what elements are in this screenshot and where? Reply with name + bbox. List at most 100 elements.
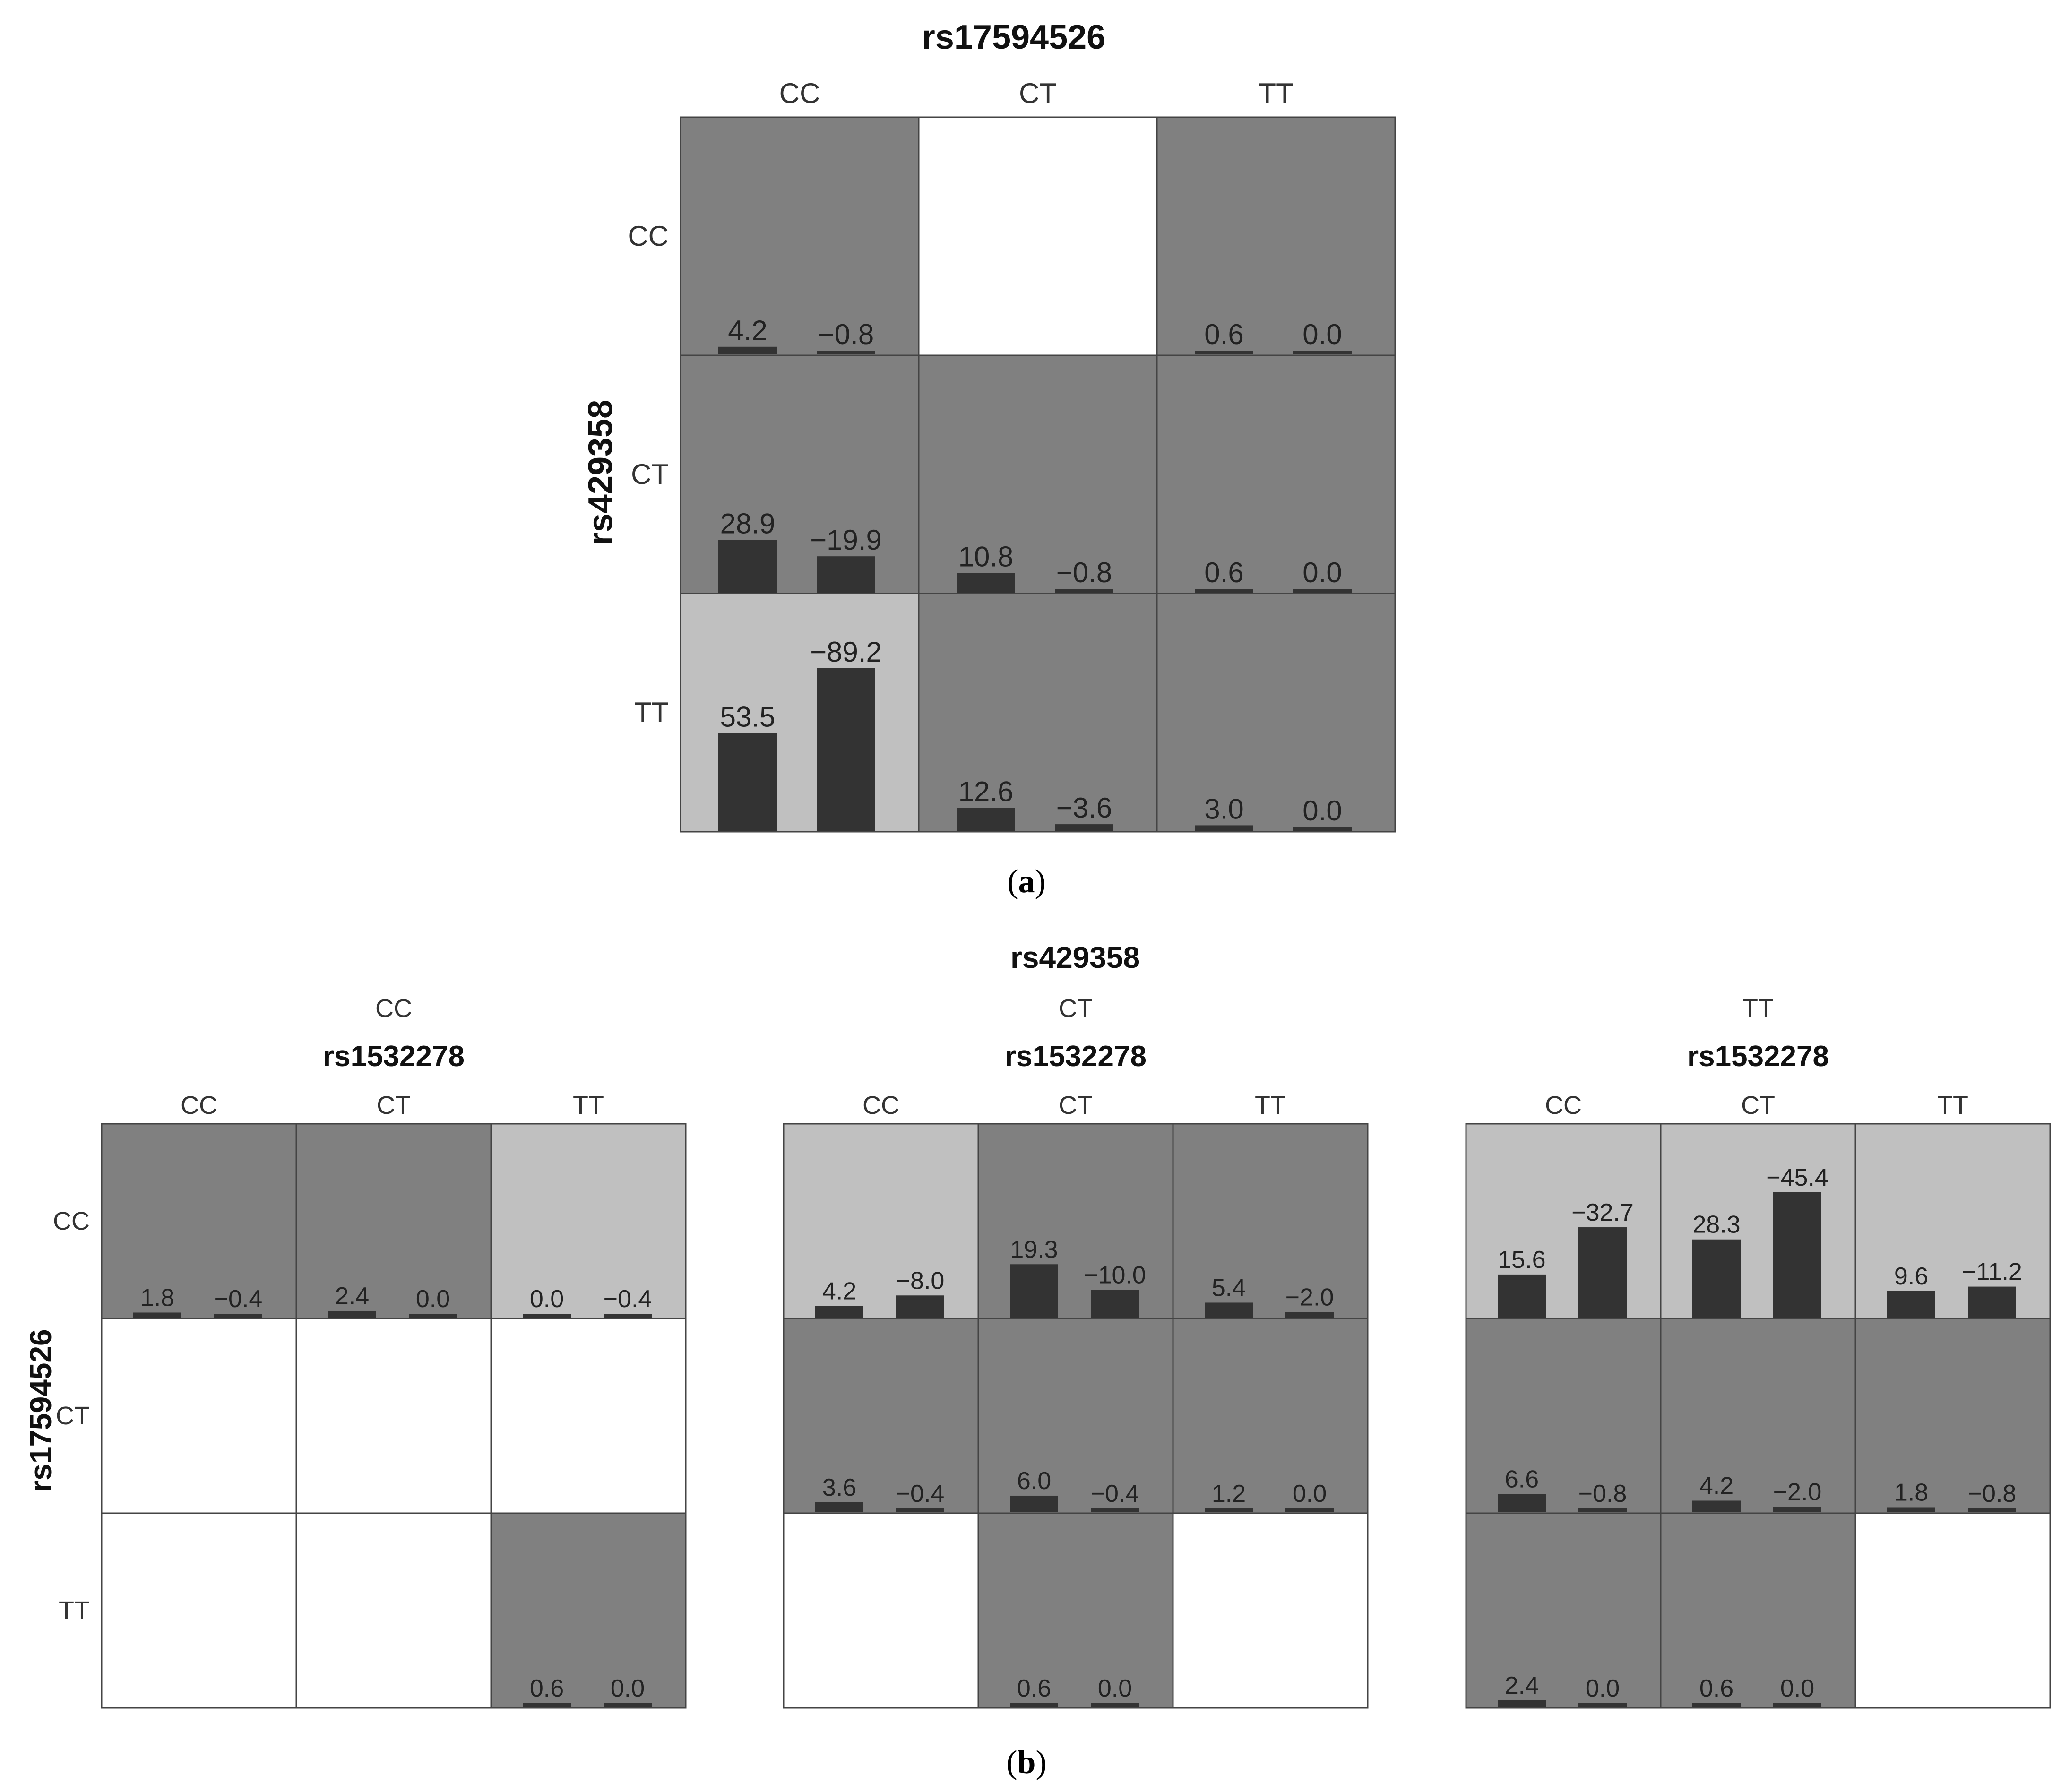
chart-b-panel-subtitle: rs1532278 <box>323 1040 465 1073</box>
chart-b-panel-1-cell-0-0 <box>783 1123 979 1319</box>
chart-b-panel-1-value-label-2-1-0: 0.6 <box>1017 1675 1051 1702</box>
chart-b-panel-0-cell-1-2 <box>490 1318 687 1514</box>
chart-b-panel-label: CT <box>1059 994 1093 1023</box>
chart-a-value-label-2-0-0: 53.5 <box>720 701 776 733</box>
chart-b-panel-0-bar-0-0-0 <box>133 1312 181 1318</box>
chart-b-panel-1-value-label-1-1-0: 6.0 <box>1017 1467 1051 1495</box>
chart-a-cell-2-2 <box>1156 593 1396 833</box>
chart-b-panel-0-bar-0-0-1 <box>214 1314 262 1318</box>
chart-b-panel-2-cell-1-0 <box>1465 1318 1662 1514</box>
chart-b-panel-2-value-label-1-1-0: 4.2 <box>1699 1472 1733 1499</box>
chart-a-value-label-0-2-0: 0.6 <box>1204 319 1243 350</box>
chart-b-row-label: CT <box>56 1402 90 1430</box>
chart-b-panel-0-value-label-0-2-0: 0.0 <box>530 1285 564 1313</box>
chart-b-row-label: CC <box>53 1207 90 1235</box>
chart-a-bar-1-1-1 <box>1055 589 1113 593</box>
chart-b-panel-1-bar-1-0-1 <box>896 1508 944 1512</box>
chart-b-panel-1-cell-1-0 <box>783 1318 979 1514</box>
chart-b-panel-1-cell-0-1 <box>977 1123 1174 1319</box>
chart-b-panel-1-value-label-1-2-0: 1.2 <box>1212 1480 1246 1508</box>
chart-b-panel-2-bar-0-2-1 <box>1968 1286 2016 1318</box>
chart-a-cell-0-1 <box>918 116 1158 356</box>
chart-b-panel-0-cell-0-0 <box>101 1123 297 1319</box>
chart-a-bar-2-0-1 <box>817 668 875 831</box>
chart-a-bar-1-2-1 <box>1293 589 1352 593</box>
chart-b-panel-2-bar-1-2-0 <box>1887 1507 1935 1512</box>
chart-b-panel-2-value-label-0-0-0: 15.6 <box>1498 1246 1545 1274</box>
chart-b-panel-2-value-label-1-1-1: −2.0 <box>1773 1478 1822 1506</box>
chart-b-panel-2-bar-2-1-0 <box>1692 1703 1741 1707</box>
chart-b-panel-1-value-label-0-2-0: 5.4 <box>1212 1274 1246 1301</box>
chart-a-cell-2-1 <box>918 593 1158 833</box>
chart-b-panel-1-cell-1-1 <box>977 1318 1174 1514</box>
chart-b-panel-2-value-label-1-2-1: −0.8 <box>1968 1480 2017 1508</box>
caption-b-letter: b <box>1018 1744 1036 1781</box>
chart-a-title: rs17594526 <box>922 18 1105 56</box>
chart-b-panel-2-bar-2-0-0 <box>1498 1700 1546 1707</box>
caption-a-letter: a <box>1018 863 1035 900</box>
chart-b-col-label: TT <box>573 1091 604 1120</box>
chart-b-panel-subtitle: rs1532278 <box>1687 1040 1829 1073</box>
chart-a-bar-0-0-1 <box>817 351 875 354</box>
chart-b-panel-0-cell-2-1 <box>295 1512 492 1709</box>
chart-b-panel-2-value-label-0-1-1: −45.4 <box>1766 1164 1828 1191</box>
chart-b-panel-1-bar-0-0-1 <box>896 1295 944 1318</box>
chart-b-panel-2-bar-1-0-1 <box>1578 1508 1627 1512</box>
chart-b-panel-2-cell-2-1 <box>1660 1512 1856 1709</box>
chart-b-panel-1-bar-0-1-0 <box>1010 1264 1058 1318</box>
chart-b-panel-2-value-label-0-2-1: −11.2 <box>1962 1258 2022 1286</box>
chart-b-panel-0-bar-2-2-0 <box>523 1703 571 1707</box>
chart-a-cell-2-0 <box>680 593 920 833</box>
chart-b-panel-2-bar-0-0-0 <box>1498 1274 1546 1318</box>
chart-b-panel-2-value-label-2-1-1: 0.0 <box>1780 1675 1814 1702</box>
chart-a-bar-2-2-1 <box>1293 827 1352 831</box>
chart-b-col-label: CC <box>181 1091 217 1120</box>
chart-b-ylabel: rs17594526 <box>24 1329 58 1492</box>
chart-a-col-label: CC <box>779 78 820 109</box>
chart-b-panel-2-bar-0-0-1 <box>1578 1227 1627 1318</box>
chart-b-panel-2-bar-0-1-0 <box>1692 1239 1741 1318</box>
chart-b-panel-0-value-label-2-2-0: 0.6 <box>530 1675 564 1702</box>
chart-a-value-label-1-1-1: −0.8 <box>1056 557 1112 588</box>
chart-b-col-label: CC <box>1545 1091 1582 1120</box>
chart-b-panel-0-value-label-2-2-1: 0.0 <box>611 1675 645 1702</box>
chart-a-col-label: TT <box>1259 78 1293 109</box>
chart-b-panel-1-cell-2-2 <box>1172 1512 1369 1709</box>
chart-a-bar-2-1-1 <box>1055 824 1113 831</box>
caption-a: (a) <box>1007 863 1046 900</box>
chart-b-panel-1-bar-2-1-1 <box>1091 1703 1139 1707</box>
chart-a-bar-0-0-0 <box>718 346 777 354</box>
chart-b-panel-0-cell-2-2 <box>490 1512 687 1709</box>
chart-a-value-label-0-0-1: −0.8 <box>818 319 874 350</box>
chart-b-panel-0-bar-2-2-1 <box>604 1703 652 1707</box>
chart-a-row-label: CC <box>628 220 669 252</box>
chart-b-panel-2-value-label-2-0-1: 0.0 <box>1586 1675 1620 1702</box>
chart-b-panel-1-cell-0-2 <box>1172 1123 1369 1319</box>
chart-b-panel-1-bar-1-1-0 <box>1010 1495 1058 1512</box>
chart-b-panel-0-value-label-0-1-0: 2.4 <box>335 1283 369 1310</box>
chart-b-col-label: TT <box>1937 1091 1968 1120</box>
chart-b-panel-2-value-label-1-0-0: 6.6 <box>1505 1465 1539 1493</box>
chart-b-panel-2-bar-2-1-1 <box>1773 1703 1821 1707</box>
chart-a-cell-1-1 <box>918 354 1158 594</box>
chart-b-panel-0-value-label-0-2-1: −0.4 <box>604 1285 652 1313</box>
chart-b-panel-2-value-label-1-2-0: 1.8 <box>1894 1479 1928 1506</box>
chart-b-row-label: TT <box>59 1596 90 1625</box>
chart-b-panel-label: CC <box>375 994 412 1023</box>
chart-a-bar-2-1-0 <box>957 808 1015 831</box>
chart-b-col-label: CC <box>862 1091 899 1120</box>
chart-a-cell-0-0 <box>680 116 920 356</box>
chart-b-panel-0-bar-0-1-0 <box>328 1310 376 1318</box>
chart-a-value-label-1-1-0: 10.8 <box>958 541 1014 572</box>
chart-b-panel-1-cell-1-2 <box>1172 1318 1369 1514</box>
chart-a-bar-0-2-1 <box>1293 351 1352 354</box>
chart-a-value-label-1-2-1: 0.0 <box>1302 557 1342 588</box>
chart-b-panel-2-cell-1-2 <box>1854 1318 2051 1514</box>
chart-a-value-label-2-1-0: 12.6 <box>958 775 1014 807</box>
chart-a-value-label-1-0-1: −19.9 <box>810 524 882 556</box>
chart-a-cell-0-2 <box>1156 116 1396 356</box>
chart-b-panel-0-value-label-0-1-1: 0.0 <box>416 1285 450 1313</box>
chart-b-panel-2-value-label-2-0-0: 2.4 <box>1505 1672 1539 1699</box>
chart-b-panel-1-value-label-1-1-1: −0.4 <box>1091 1480 1139 1508</box>
